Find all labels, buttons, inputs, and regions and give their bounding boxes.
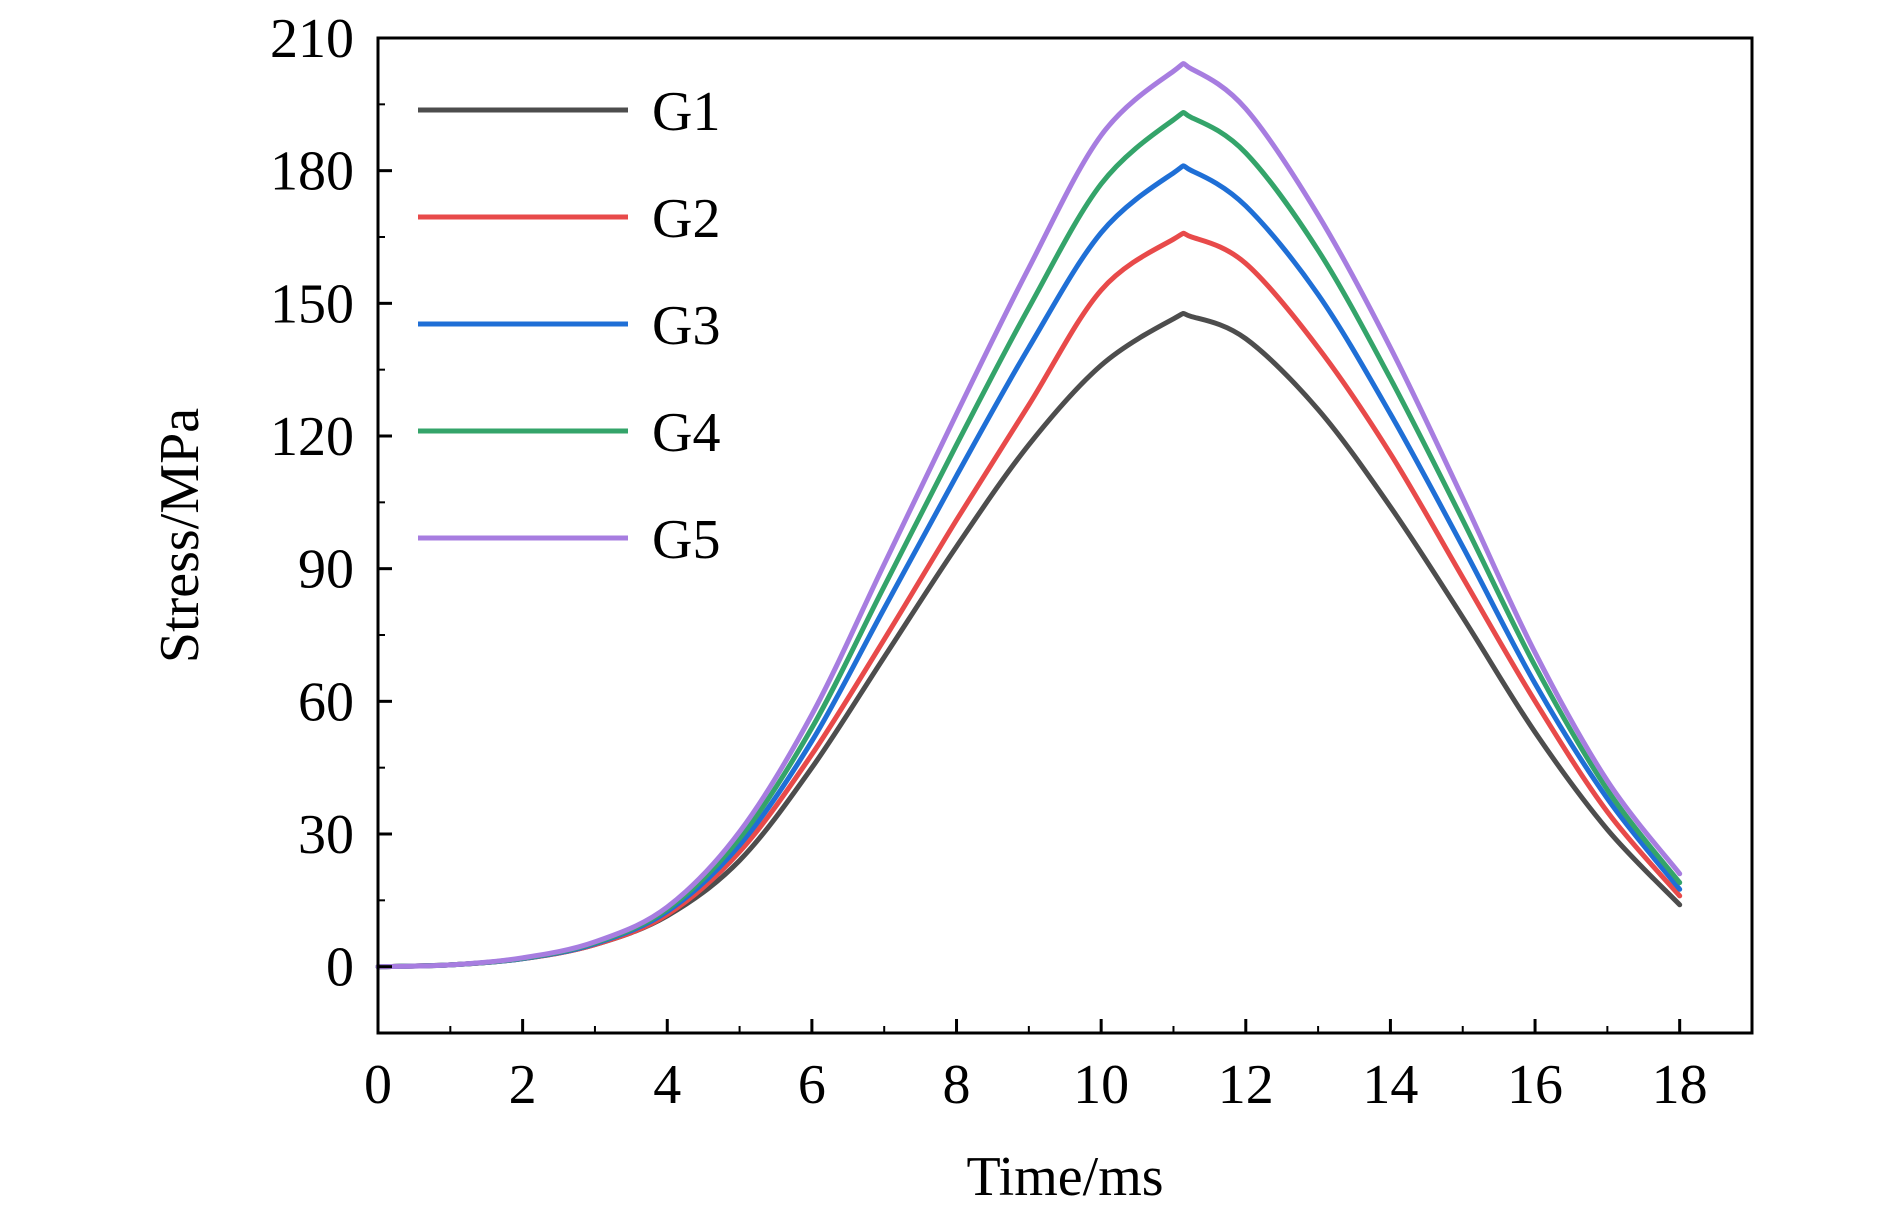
- y-tick-label: 60: [298, 671, 354, 733]
- x-tick-label: 18: [1652, 1054, 1708, 1116]
- y-tick-label: 150: [270, 273, 354, 335]
- x-tick-label: 16: [1507, 1054, 1563, 1116]
- x-tick-label: 8: [943, 1054, 971, 1116]
- y-axis-title: Stress/MPa: [149, 408, 211, 663]
- y-tick-label: 180: [270, 141, 354, 203]
- x-axis-title: Time/ms: [966, 1146, 1163, 1208]
- legend-label-g2: G2: [652, 188, 720, 250]
- x-tick-label: 14: [1362, 1054, 1418, 1116]
- x-tick-label: 12: [1218, 1054, 1274, 1116]
- legend-label-g1: G1: [652, 81, 720, 143]
- y-tick-label: 30: [298, 804, 354, 866]
- x-tick-label: 0: [364, 1054, 392, 1116]
- y-tick-label: 90: [298, 539, 354, 601]
- legend-label-g5: G5: [652, 509, 720, 571]
- legend-label-g4: G4: [652, 402, 720, 464]
- y-axis: 0 30 60 90 120 150 180 210: [270, 8, 392, 999]
- x-axis: 0 2 4 6 8 10 12 14 16 18: [364, 1019, 1708, 1116]
- series-line-g5: [375, 61, 1683, 970]
- y-tick-label: 0: [326, 937, 354, 999]
- y-tick-label: 120: [270, 406, 354, 468]
- x-tick-label: 4: [653, 1054, 681, 1116]
- y-tick-label: 210: [270, 8, 354, 70]
- plot-lines: [375, 61, 1683, 970]
- legend-label-g3: G3: [652, 295, 720, 357]
- x-tick-label: 2: [509, 1054, 537, 1116]
- legend: G1 G2 G3 G4 G5: [418, 81, 720, 571]
- plot-frame: [376, 36, 1754, 1035]
- x-tick-label: 10: [1073, 1054, 1129, 1116]
- series-line-g1: [375, 310, 1683, 970]
- x-tick-label: 6: [798, 1054, 826, 1116]
